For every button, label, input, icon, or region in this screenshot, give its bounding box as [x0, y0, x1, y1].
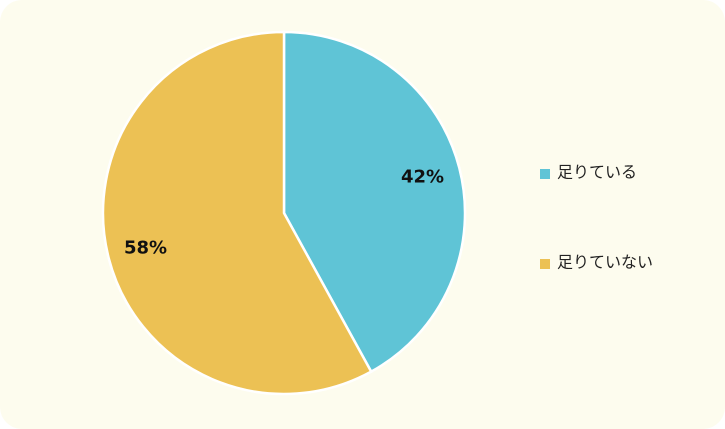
value-label: 42%	[401, 166, 444, 187]
legend-swatch	[540, 259, 550, 269]
value-label: 58%	[124, 238, 167, 259]
legend-swatch	[540, 169, 550, 179]
pie-slice	[282, 30, 467, 374]
legend-label: 足りていない	[557, 253, 653, 272]
pie-slice	[101, 30, 373, 396]
legend-label: 足りている	[557, 163, 637, 182]
